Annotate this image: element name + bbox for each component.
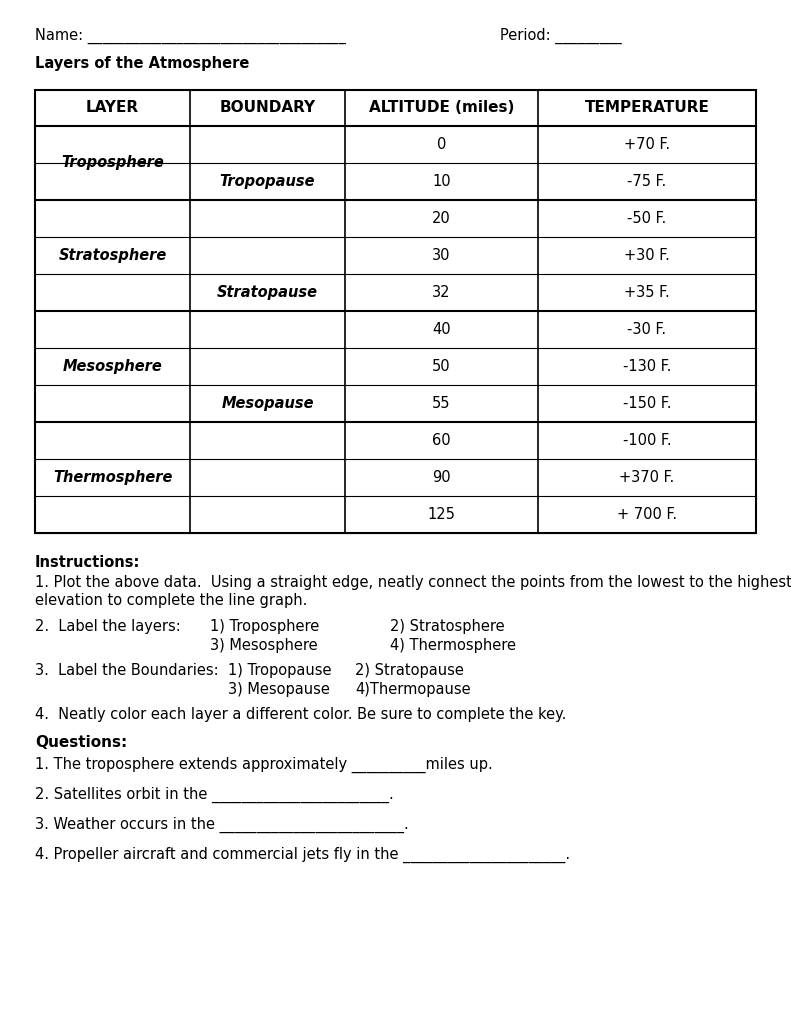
- Text: -75 F.: -75 F.: [627, 174, 667, 189]
- Text: 60: 60: [432, 433, 451, 449]
- Text: TEMPERATURE: TEMPERATURE: [585, 100, 710, 116]
- Text: 1. Plot the above data.  Using a straight edge, neatly connect the points from t: 1. Plot the above data. Using a straight…: [35, 575, 791, 590]
- Text: Troposphere: Troposphere: [61, 156, 164, 171]
- Text: Instructions:: Instructions:: [35, 555, 140, 570]
- Text: 10: 10: [432, 174, 451, 189]
- Text: 40: 40: [432, 322, 451, 337]
- Text: 1) Troposphere: 1) Troposphere: [210, 618, 320, 634]
- Text: Tropopause: Tropopause: [220, 174, 316, 189]
- Text: Layers of the Atmosphere: Layers of the Atmosphere: [35, 56, 249, 71]
- Text: 4)Thermopause: 4)Thermopause: [355, 682, 471, 697]
- Text: ALTITUDE (miles): ALTITUDE (miles): [369, 100, 514, 116]
- Text: 3.  Label the Boundaries:: 3. Label the Boundaries:: [35, 663, 218, 678]
- Text: 4.  Neatly color each layer a different color. Be sure to complete the key.: 4. Neatly color each layer a different c…: [35, 707, 566, 722]
- Text: BOUNDARY: BOUNDARY: [219, 100, 316, 116]
- Text: 50: 50: [432, 359, 451, 374]
- Text: 2.  Label the layers:: 2. Label the layers:: [35, 618, 181, 634]
- Text: Questions:: Questions:: [35, 735, 127, 750]
- Text: Mesopause: Mesopause: [221, 396, 314, 411]
- Text: -100 F.: -100 F.: [623, 433, 672, 449]
- Text: +370 F.: +370 F.: [619, 470, 675, 485]
- Text: Stratopause: Stratopause: [217, 285, 318, 300]
- Text: 3. Weather occurs in the _________________________.: 3. Weather occurs in the _______________…: [35, 817, 409, 834]
- Text: 4) Thermosphere: 4) Thermosphere: [390, 638, 516, 653]
- Text: Name: ___________________________________: Name: __________________________________…: [35, 28, 346, 44]
- Text: +70 F.: +70 F.: [624, 137, 670, 152]
- Text: 0: 0: [437, 137, 446, 152]
- Text: 55: 55: [432, 396, 451, 411]
- Text: 2) Stratopause: 2) Stratopause: [355, 663, 464, 678]
- Text: + 700 F.: + 700 F.: [617, 507, 677, 522]
- Text: 125: 125: [428, 507, 456, 522]
- Text: 2) Stratosphere: 2) Stratosphere: [390, 618, 505, 634]
- Bar: [35, 90, 756, 534]
- Text: 1) Tropopause: 1) Tropopause: [228, 663, 331, 678]
- Text: elevation to complete the line graph.: elevation to complete the line graph.: [35, 593, 308, 608]
- Text: 4. Propeller aircraft and commercial jets fly in the ______________________.: 4. Propeller aircraft and commercial jet…: [35, 847, 570, 863]
- Text: +35 F.: +35 F.: [624, 285, 670, 300]
- Text: Stratosphere: Stratosphere: [59, 248, 167, 263]
- Text: 3) Mesosphere: 3) Mesosphere: [210, 638, 318, 653]
- Text: -30 F.: -30 F.: [627, 322, 667, 337]
- Text: 32: 32: [432, 285, 451, 300]
- Text: 20: 20: [432, 211, 451, 226]
- Text: 2. Satellites orbit in the ________________________.: 2. Satellites orbit in the _____________…: [35, 787, 394, 803]
- Text: Thermosphere: Thermosphere: [53, 470, 172, 485]
- Text: Period: _________: Period: _________: [500, 28, 622, 44]
- Text: 30: 30: [432, 248, 451, 263]
- Text: 90: 90: [432, 470, 451, 485]
- Text: -150 F.: -150 F.: [623, 396, 672, 411]
- Text: +30 F.: +30 F.: [624, 248, 670, 263]
- Text: Mesosphere: Mesosphere: [62, 359, 162, 374]
- Text: LAYER: LAYER: [86, 100, 139, 116]
- Text: 3) Mesopause: 3) Mesopause: [228, 682, 330, 697]
- Text: -130 F.: -130 F.: [623, 359, 672, 374]
- Text: -50 F.: -50 F.: [627, 211, 667, 226]
- Text: 1. The troposphere extends approximately __________miles up.: 1. The troposphere extends approximately…: [35, 757, 493, 773]
